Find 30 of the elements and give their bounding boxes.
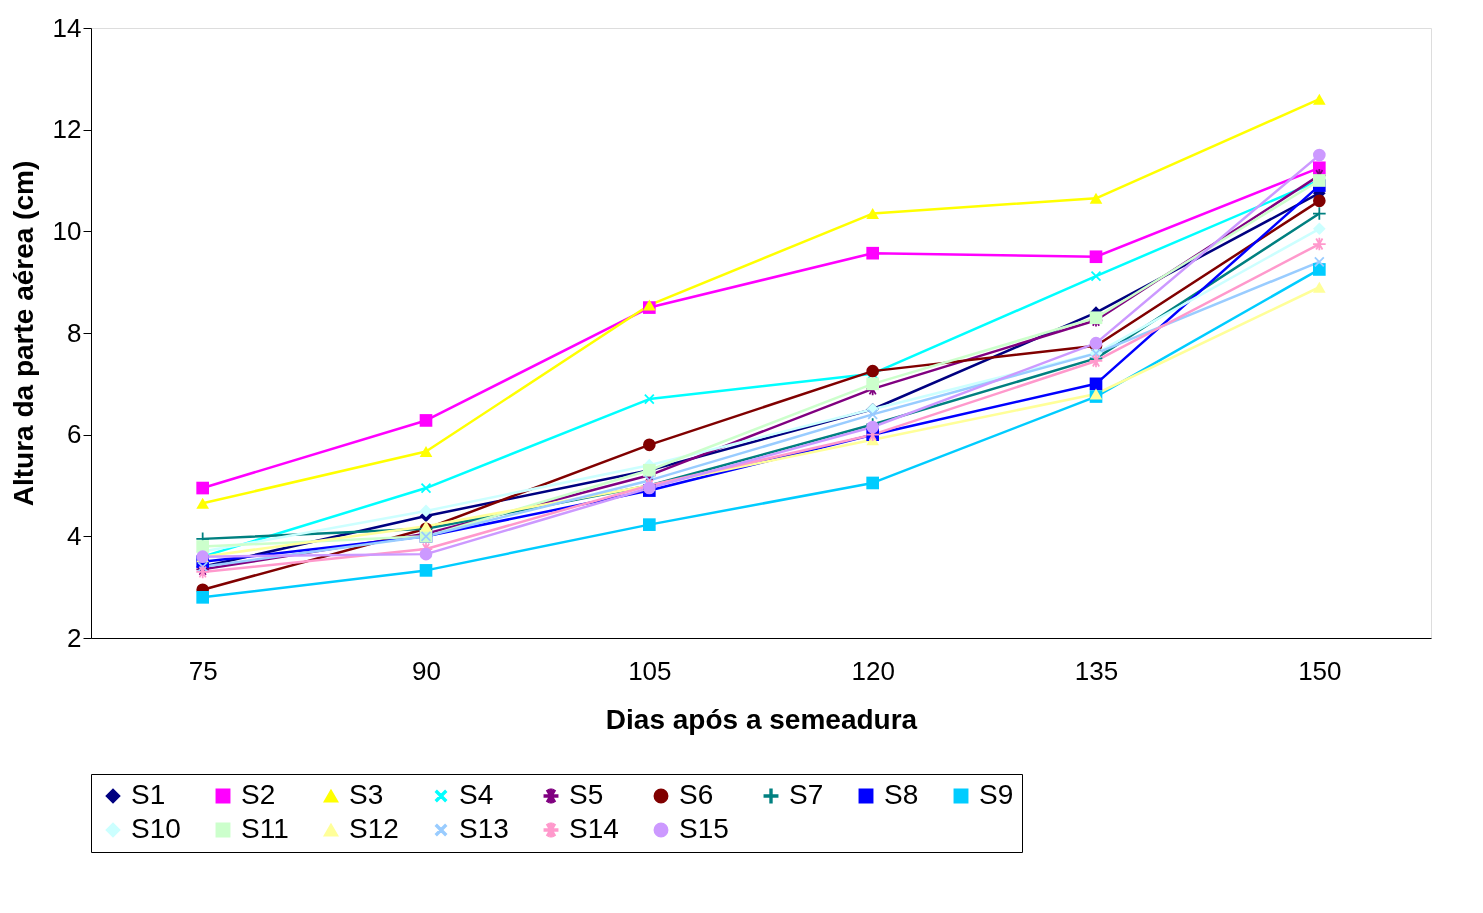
x-tick-label: 75 xyxy=(188,655,218,686)
legend-label: S15 xyxy=(679,813,729,844)
legend-label: S1 xyxy=(131,779,166,810)
legend-label: S4 xyxy=(459,779,494,810)
x-axis-title: Dias após a semeadura xyxy=(605,703,918,735)
y-tick-label: 10 xyxy=(52,215,82,246)
y-tick-label: 8 xyxy=(67,317,82,348)
legend-label: S9 xyxy=(979,779,1014,810)
x-tick-label: 105 xyxy=(628,655,672,686)
legend-label: S8 xyxy=(884,779,919,810)
legend-label: S7 xyxy=(789,779,824,810)
legend-label: S10 xyxy=(131,813,181,844)
y-axis-title: Altura da parte aérea (cm) xyxy=(7,160,39,507)
legend-label: S5 xyxy=(569,779,604,810)
y-tick-label: 14 xyxy=(52,12,82,43)
y-tick-label: 4 xyxy=(67,520,82,551)
legend-label: S13 xyxy=(459,813,509,844)
x-tick-label: 135 xyxy=(1074,655,1119,686)
legend-label: S2 xyxy=(241,779,276,810)
legend-label: S14 xyxy=(569,813,619,844)
y-tick-label: 2 xyxy=(67,622,82,653)
legend-label: S12 xyxy=(349,813,399,844)
legend-label: S6 xyxy=(679,779,714,810)
legend-label: S11 xyxy=(241,813,289,844)
y-tick-label: 12 xyxy=(52,114,82,145)
x-tick-label: 120 xyxy=(851,655,895,686)
legend-label: S3 xyxy=(349,779,384,810)
x-tick-label: 150 xyxy=(1298,655,1342,686)
y-tick-label: 6 xyxy=(67,419,82,450)
x-tick-label: 90 xyxy=(412,655,441,686)
